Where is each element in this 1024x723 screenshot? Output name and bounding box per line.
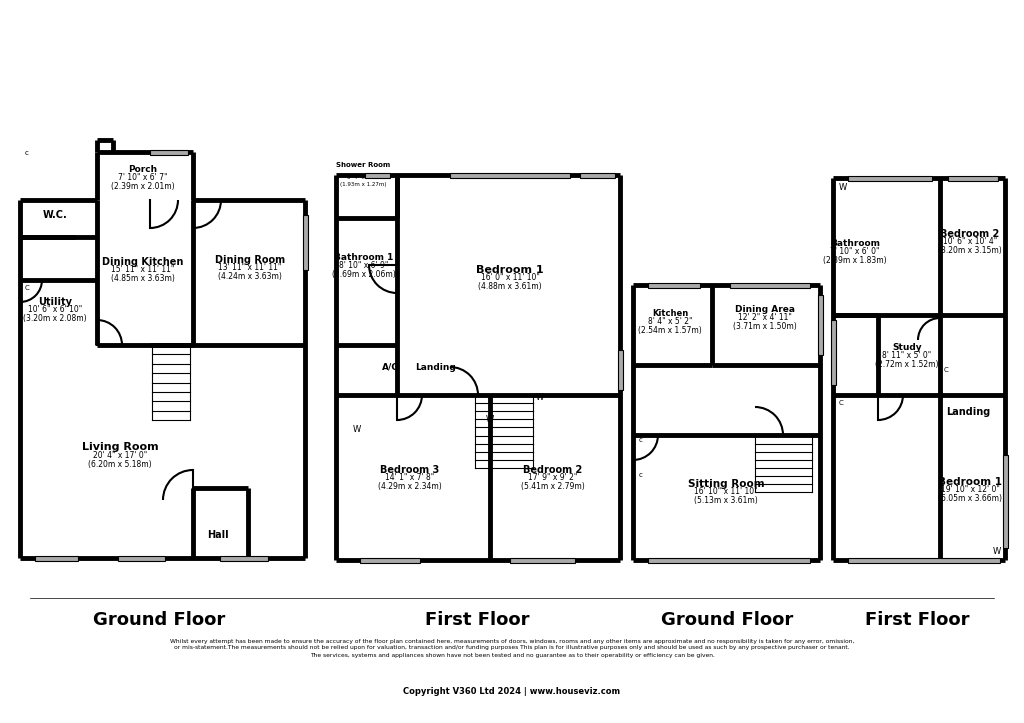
- Text: 6' 4" x 4' 2": 6' 4" x 4' 2": [347, 175, 379, 180]
- Text: Shower Room: Shower Room: [336, 162, 390, 168]
- Text: 20' 4" x 17' 0": 20' 4" x 17' 0": [93, 450, 147, 460]
- Text: Bedroom 3: Bedroom 3: [380, 465, 439, 475]
- Text: Sitting Room: Sitting Room: [688, 479, 764, 489]
- Text: Copyright V360 Ltd 2024 | www.houseviz.com: Copyright V360 Ltd 2024 | www.houseviz.c…: [403, 688, 621, 696]
- Text: Ground Floor: Ground Floor: [93, 611, 225, 629]
- Text: Hall: Hall: [207, 530, 228, 540]
- Bar: [848, 176, 932, 181]
- Text: (3.20m x 3.15m): (3.20m x 3.15m): [938, 247, 1001, 255]
- Text: Bathroom: Bathroom: [830, 239, 880, 249]
- Text: C: C: [839, 400, 844, 406]
- Text: Bedroom 2: Bedroom 2: [940, 229, 999, 239]
- Text: Bedroom 1: Bedroom 1: [938, 477, 1002, 487]
- Text: W: W: [353, 426, 361, 435]
- Text: Bedroom 2: Bedroom 2: [523, 465, 583, 475]
- Text: Bedroom 1: Bedroom 1: [476, 265, 544, 275]
- Text: W: W: [839, 184, 847, 192]
- Text: 17' 9" x 9' 2": 17' 9" x 9' 2": [528, 474, 578, 482]
- Text: c: c: [25, 150, 29, 156]
- Text: (2.39m x 1.83m): (2.39m x 1.83m): [823, 257, 887, 265]
- Text: 15' 11" x 11' 11": 15' 11" x 11' 11": [112, 265, 175, 275]
- Text: (1.93m x 1.27m): (1.93m x 1.27m): [340, 182, 386, 187]
- Text: (2.72m x 1.52m): (2.72m x 1.52m): [876, 359, 939, 369]
- Text: 12' 2" x 4' 11": 12' 2" x 4' 11": [738, 314, 792, 322]
- Text: 8' 11" x 5' 0": 8' 11" x 5' 0": [883, 351, 932, 359]
- Text: W: W: [993, 547, 1001, 557]
- Text: (4.88m x 3.61m): (4.88m x 3.61m): [478, 283, 542, 291]
- Text: Dining Room: Dining Room: [215, 255, 285, 265]
- Text: (5.13m x 3.61m): (5.13m x 3.61m): [694, 497, 758, 505]
- Text: (6.05m x 3.66m): (6.05m x 3.66m): [938, 495, 1002, 503]
- Bar: [150, 150, 188, 155]
- Text: 14' 1" x 7' 8": 14' 1" x 7' 8": [385, 474, 434, 482]
- Bar: [617, 350, 623, 390]
- Text: 8' 10" x 6' 9": 8' 10" x 6' 9": [339, 260, 389, 270]
- Text: First Floor: First Floor: [425, 611, 529, 629]
- Text: Study: Study: [892, 343, 922, 351]
- Bar: [648, 557, 810, 562]
- Bar: [830, 320, 836, 385]
- Text: C: C: [25, 285, 30, 291]
- Text: Bathroom 1: Bathroom 1: [334, 252, 393, 262]
- Text: Landing: Landing: [415, 362, 456, 372]
- Text: Dining Kitchen: Dining Kitchen: [102, 257, 183, 267]
- Text: 7' 10" x 6' 0": 7' 10" x 6' 0": [830, 247, 880, 257]
- Text: Dining Area: Dining Area: [735, 306, 795, 315]
- Text: Utility: Utility: [38, 297, 72, 307]
- Text: 7' 10" x 6' 7": 7' 10" x 6' 7": [118, 173, 168, 181]
- Bar: [220, 555, 268, 560]
- Text: C: C: [944, 367, 948, 373]
- Text: 10' 6" x 6' 10": 10' 6" x 6' 10": [28, 306, 82, 315]
- Text: (6.20m x 5.18m): (6.20m x 5.18m): [88, 460, 152, 469]
- Text: Whilst every attempt has been made to ensure the accuracy of the floor plan cont: Whilst every attempt has been made to en…: [170, 638, 854, 657]
- Bar: [817, 295, 822, 355]
- Text: (3.71m x 1.50m): (3.71m x 1.50m): [733, 322, 797, 332]
- Bar: [118, 555, 165, 560]
- Bar: [848, 557, 1000, 562]
- Text: 8' 4" x 5' 2": 8' 4" x 5' 2": [648, 317, 692, 327]
- Text: Porch: Porch: [128, 165, 158, 174]
- Text: (3.20m x 2.08m): (3.20m x 2.08m): [24, 315, 87, 323]
- Text: W: W: [485, 416, 495, 424]
- Text: (2.69m x 2.06m): (2.69m x 2.06m): [332, 270, 396, 278]
- Bar: [510, 557, 575, 562]
- Text: (4.85m x 3.63m): (4.85m x 3.63m): [111, 275, 175, 283]
- Bar: [365, 173, 390, 178]
- Bar: [302, 215, 307, 270]
- Text: 16' 10" x 11' 10": 16' 10" x 11' 10": [694, 487, 758, 497]
- Bar: [648, 283, 700, 288]
- Bar: [948, 176, 998, 181]
- Text: Landing: Landing: [946, 407, 990, 417]
- Text: Living Room: Living Room: [82, 442, 159, 452]
- Text: c: c: [639, 472, 643, 478]
- Text: W.C.: W.C.: [43, 210, 68, 220]
- Text: Kitchen: Kitchen: [652, 309, 688, 319]
- Bar: [450, 173, 570, 178]
- Text: A/C: A/C: [382, 362, 398, 372]
- Text: W: W: [536, 393, 544, 401]
- Text: (4.24m x 3.63m): (4.24m x 3.63m): [218, 273, 282, 281]
- Bar: [360, 557, 420, 562]
- Text: 16' 0" x 11' 10": 16' 0" x 11' 10": [480, 273, 540, 283]
- Bar: [730, 283, 810, 288]
- Text: Ground Floor: Ground Floor: [660, 611, 794, 629]
- Bar: [1002, 455, 1008, 548]
- Text: (5.41m x 2.79m): (5.41m x 2.79m): [521, 482, 585, 492]
- Bar: [35, 555, 78, 560]
- Text: (2.39m x 2.01m): (2.39m x 2.01m): [112, 181, 175, 190]
- Text: 10' 6" x 10' 4": 10' 6" x 10' 4": [943, 237, 997, 247]
- Text: c: c: [639, 437, 643, 443]
- Text: 19' 10" x 12' 0": 19' 10" x 12' 0": [941, 486, 999, 495]
- Text: 13' 11" x 11' 11": 13' 11" x 11' 11": [218, 263, 282, 273]
- Text: (4.29m x 2.34m): (4.29m x 2.34m): [378, 482, 442, 492]
- Bar: [580, 173, 615, 178]
- Text: (2.54m x 1.57m): (2.54m x 1.57m): [638, 327, 701, 335]
- Text: First Floor: First Floor: [864, 611, 970, 629]
